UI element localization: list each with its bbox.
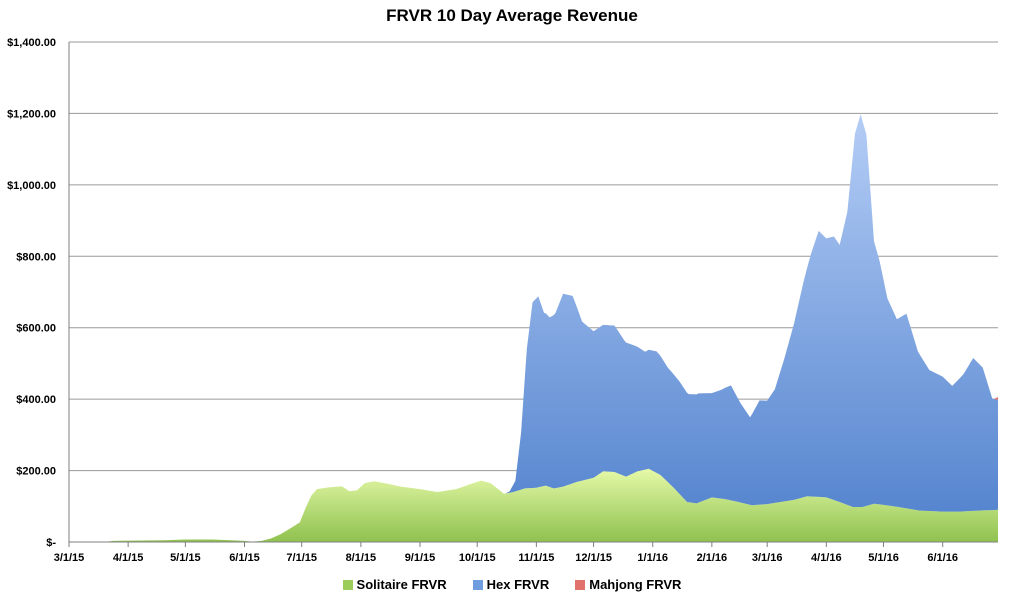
legend-item-mahjong: Mahjong FRVR bbox=[575, 577, 681, 592]
series-areas bbox=[69, 114, 998, 543]
x-tick-label-14: 5/1/16 bbox=[868, 552, 899, 564]
x-tick-label-2: 5/1/15 bbox=[170, 552, 201, 564]
x-tick-label-11: 2/1/16 bbox=[697, 552, 728, 564]
legend-swatch-mahjong bbox=[575, 579, 586, 590]
x-tick-label-0: 3/1/15 bbox=[54, 552, 85, 564]
legend-swatch-solitaire bbox=[342, 579, 353, 590]
legend-label-solitaire: Solitaire FRVR bbox=[356, 577, 447, 592]
x-tick-label-4: 7/1/15 bbox=[286, 552, 317, 564]
y-tick-label-0: $- bbox=[46, 537, 56, 549]
y-tick-label-1: $200.00 bbox=[16, 466, 56, 478]
y-tick-label-4: $800.00 bbox=[16, 251, 56, 263]
legend-swatch-hex bbox=[472, 579, 483, 590]
legend-label-hex: Hex FRVR bbox=[486, 577, 550, 592]
x-tick-label-5: 8/1/15 bbox=[346, 552, 377, 564]
x-tick-label-12: 3/1/16 bbox=[752, 552, 783, 564]
x-tick-label-8: 11/1/15 bbox=[518, 552, 554, 564]
x-tick-label-15: 6/1/16 bbox=[927, 552, 958, 564]
y-tick-label-6: $1,200.00 bbox=[7, 108, 56, 120]
series-area-hex bbox=[69, 114, 998, 543]
legend-item-solitaire: Solitaire FRVR bbox=[342, 577, 447, 592]
y-tick-label-5: $1,000.00 bbox=[7, 180, 56, 192]
x-axis-ticks: 3/1/15 4/1/15 5/1/15 6/1/15 7/1/15 8/1/15 9/1/… bbox=[54, 542, 958, 564]
x-tick-label-13: 4/1/16 bbox=[811, 552, 842, 564]
y-axis-ticks: $- $200.00 $400.00 $600.00 $800.00 $1,000.00 $… bbox=[7, 37, 56, 549]
legend-label-mahjong: Mahjong FRVR bbox=[589, 577, 682, 592]
x-tick-label-9: 12/1/15 bbox=[575, 552, 612, 564]
legend-item-hex: Hex FRVR bbox=[472, 577, 550, 592]
series-area-solitaire bbox=[69, 468, 998, 542]
x-tick-label-10: 1/1/16 bbox=[637, 552, 668, 564]
chart-title: FRVR 10 Day Average Revenue bbox=[386, 6, 638, 25]
y-tick-label-2: $400.00 bbox=[16, 394, 56, 406]
axes bbox=[68, 42, 998, 543]
x-tick-label-7: 10/1/15 bbox=[459, 552, 496, 564]
x-tick-label-1: 4/1/15 bbox=[113, 552, 144, 564]
x-tick-label-3: 6/1/15 bbox=[229, 552, 260, 564]
x-tick-label-6: 9/1/15 bbox=[405, 552, 436, 564]
y-tick-label-7: $1,400.00 bbox=[7, 37, 56, 49]
y-tick-label-3: $600.00 bbox=[16, 323, 56, 335]
legend: Solitaire FRVR Hex FRVR Mahjong FRVR bbox=[0, 577, 1024, 592]
